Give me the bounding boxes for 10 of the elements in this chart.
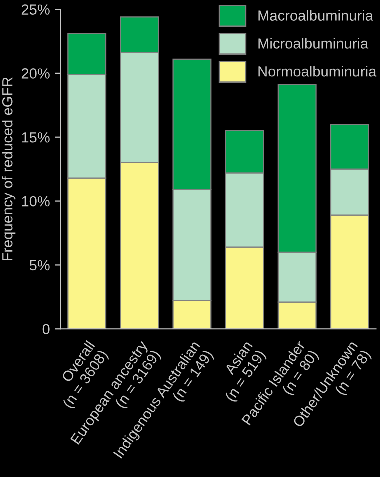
y-tick-label: 20% — [22, 68, 50, 79]
y-tick-label: 5% — [30, 260, 50, 271]
y-axis-title: Frequency of reduced eGFR — [2, 78, 16, 261]
y-tick-label: 10% — [22, 196, 50, 207]
y-tick-label: 15% — [22, 132, 50, 143]
legend-label: Microalbuminuria — [258, 38, 369, 49]
y-tick-label: 25% — [22, 4, 50, 15]
legend-label: Normoalbuminuria — [258, 66, 377, 77]
y-tick-label: 0 — [42, 324, 50, 335]
legend-label: Macroalbuminuria — [258, 10, 374, 21]
